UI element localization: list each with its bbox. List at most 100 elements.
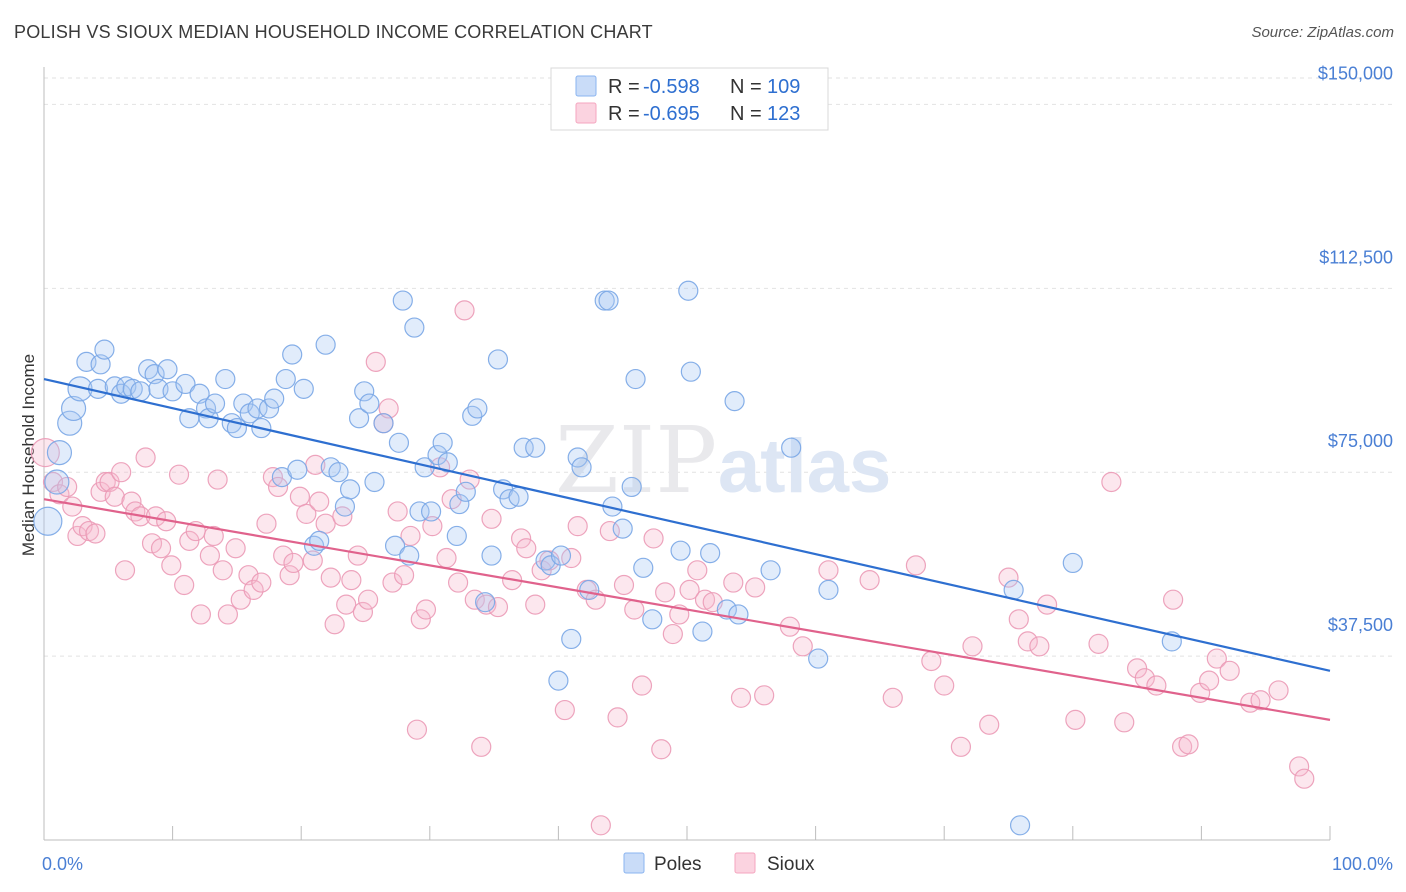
legend: R = -0.598 N = 109 R = -0.695 N = 123 — [550, 67, 829, 131]
sioux-point — [57, 476, 78, 498]
sioux-point — [179, 530, 200, 551]
poles-point — [282, 344, 303, 365]
sioux-point — [624, 599, 645, 620]
sioux-point — [792, 636, 813, 657]
sioux-point — [1008, 609, 1029, 630]
poles-point — [33, 506, 63, 536]
sioux-point — [135, 447, 156, 468]
poles-point — [427, 444, 448, 466]
sioux-point — [516, 538, 537, 559]
poles-point — [409, 501, 430, 522]
poles-point — [373, 413, 394, 434]
sioux-point — [447, 572, 469, 593]
y-tick-label: $112,500 — [1319, 247, 1393, 267]
legend-swatch-poles — [575, 75, 597, 97]
poles-point — [642, 609, 663, 630]
poles-point — [467, 398, 488, 419]
poles-point — [404, 317, 425, 338]
x-tick-label-max: 100.0% — [1332, 854, 1393, 874]
poles-point — [359, 393, 380, 414]
poles-point — [700, 543, 721, 564]
sioux-point — [998, 567, 1019, 588]
poles-point — [258, 398, 280, 419]
sioux-point — [243, 579, 264, 601]
sioux-point — [1101, 471, 1122, 493]
poles-point — [579, 579, 600, 601]
poles-point — [1009, 815, 1031, 836]
sioux-point — [365, 351, 386, 372]
poles-point — [175, 373, 196, 395]
sioux-point — [613, 574, 635, 596]
sioux-point — [962, 636, 983, 657]
sioux-point — [332, 506, 353, 527]
sioux-point — [481, 508, 502, 529]
sioux-point — [1294, 768, 1315, 789]
sioux-point — [207, 469, 228, 490]
sioux-point — [471, 736, 492, 757]
poles-point — [781, 437, 802, 458]
sioux-point — [410, 609, 431, 630]
sioux-point — [1029, 636, 1050, 657]
sioux-point — [387, 501, 408, 522]
sioux-point — [1114, 712, 1135, 733]
sioux-point — [104, 486, 125, 507]
poles-point — [339, 479, 361, 500]
source-credit: Source: ZipAtlas.com — [1251, 24, 1394, 41]
poles-point — [680, 361, 701, 382]
sioux-point — [67, 525, 88, 547]
poles-point — [621, 476, 642, 498]
poles-point — [513, 437, 534, 458]
tick-labels: $37,500 $75,000 $112,500 $150,000 0.0% 100.0% — [42, 63, 1393, 874]
sioux-point — [212, 560, 233, 581]
poles-point — [432, 432, 453, 453]
sioux-point — [607, 707, 628, 728]
sioux-point — [631, 675, 653, 696]
poles-point — [449, 493, 470, 515]
poles-point — [508, 486, 529, 507]
poles-point — [275, 368, 296, 390]
poles-point — [264, 388, 285, 409]
y-tick-label: $150,000 — [1318, 63, 1393, 83]
poles-point — [420, 501, 442, 522]
sioux-point — [662, 623, 683, 645]
sioux-point — [730, 687, 752, 708]
poles-point — [760, 560, 781, 581]
sioux-point — [905, 555, 927, 576]
poles-point — [384, 535, 406, 556]
sioux-point — [141, 533, 163, 554]
sioux-point — [85, 523, 106, 544]
sioux-point — [818, 560, 839, 581]
legend-poles-n-value: 109 — [767, 76, 800, 98]
bottom-legend-sioux: Sioux — [767, 854, 815, 875]
poles-point — [348, 408, 370, 429]
poles-point — [818, 579, 839, 601]
poles-point — [678, 280, 699, 301]
poles-point — [392, 290, 413, 311]
sioux-point — [309, 491, 330, 512]
sioux-point — [406, 719, 428, 740]
sioux-point — [296, 503, 317, 524]
poles-point — [354, 381, 375, 402]
sioux-point — [320, 567, 341, 588]
poles-point — [328, 462, 349, 483]
poles-point — [162, 381, 183, 402]
sioux-point — [655, 582, 676, 603]
sioux-trend-line — [43, 498, 1331, 721]
sioux-point — [1268, 680, 1289, 701]
poles-point — [130, 381, 151, 402]
sioux-point — [273, 545, 294, 566]
sioux-point — [1219, 660, 1240, 681]
poles-point — [44, 469, 70, 495]
poles-point — [692, 621, 713, 642]
legend-sioux-r-label: R = — [608, 103, 640, 125]
poles-point — [716, 599, 737, 620]
poles-point — [446, 525, 467, 547]
sioux-point — [199, 545, 220, 566]
chart-title: POLISH VS SIOUX MEDIAN HOUSEHOLD INCOME … — [14, 22, 653, 42]
poles-point — [625, 368, 646, 390]
poles-point — [57, 410, 83, 436]
trend-lines — [43, 377, 1331, 721]
sioux-point — [422, 516, 443, 537]
poles-point — [94, 339, 115, 360]
